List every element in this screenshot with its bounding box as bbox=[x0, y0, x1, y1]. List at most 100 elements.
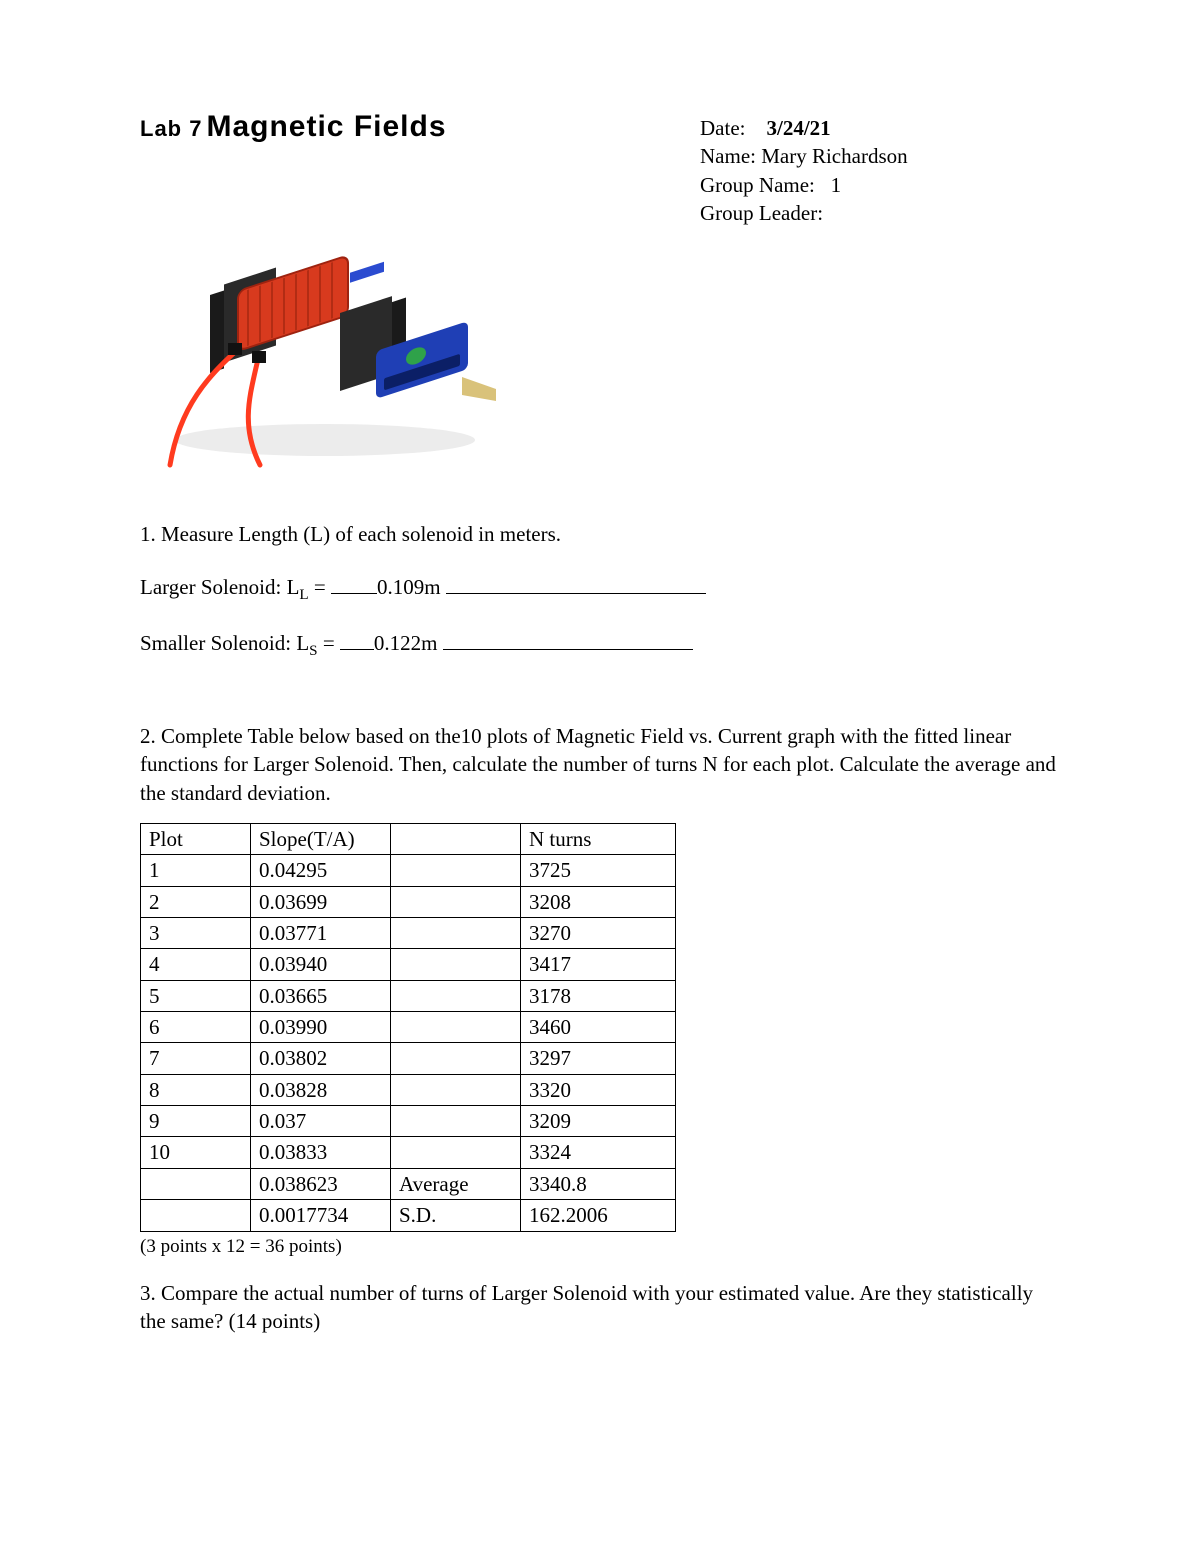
q1-larger: Larger Solenoid: LL = 0.109m bbox=[140, 571, 1060, 606]
cell: 3209 bbox=[521, 1106, 676, 1137]
q1-smaller-value: 0.122m bbox=[374, 631, 438, 655]
meta-date: Date: 3/24/21 bbox=[700, 114, 1060, 142]
cell: 6 bbox=[141, 1012, 251, 1043]
page: Lab 7 Magnetic Fields Date: 3/24/21 Name… bbox=[0, 0, 1200, 1553]
q1-smaller-blank-before bbox=[340, 627, 374, 650]
q1-smaller-eq: = bbox=[318, 631, 340, 655]
cell: 0.038623 bbox=[251, 1168, 391, 1199]
q3: 3. Compare the actual number of turns of… bbox=[140, 1279, 1060, 1336]
cell bbox=[391, 886, 521, 917]
cell: 3208 bbox=[521, 886, 676, 917]
q1-larger-label: Larger Solenoid: L bbox=[140, 575, 299, 599]
cell: 0.03833 bbox=[251, 1137, 391, 1168]
table-summary-row: 0.0017734S.D.162.2006 bbox=[141, 1200, 676, 1231]
cell: 3460 bbox=[521, 1012, 676, 1043]
q2-table: Plot Slope(T/A) N turns 10.04295372520.0… bbox=[140, 823, 676, 1231]
cell: 0.03771 bbox=[251, 918, 391, 949]
cell bbox=[391, 1074, 521, 1105]
name-label: Name: bbox=[700, 144, 756, 168]
q2: 2. Complete Table below based on the10 p… bbox=[140, 722, 1060, 1259]
q3-prompt: 3. Compare the actual number of turns of… bbox=[140, 1279, 1060, 1336]
cell: Average bbox=[391, 1168, 521, 1199]
q1-larger-blank-after bbox=[446, 571, 706, 594]
cell: 0.03990 bbox=[251, 1012, 391, 1043]
q1: 1. Measure Length (L) of each solenoid i… bbox=[140, 520, 1060, 662]
group-leader-label: Group Leader: bbox=[700, 201, 823, 225]
cell: 3 bbox=[141, 918, 251, 949]
date-label: Date: bbox=[700, 116, 745, 140]
cell: 3178 bbox=[521, 980, 676, 1011]
table-row: 100.03833 3324 bbox=[141, 1137, 676, 1168]
cell: 7 bbox=[141, 1043, 251, 1074]
col-blank bbox=[391, 824, 521, 855]
cell: 9 bbox=[141, 1106, 251, 1137]
q1-prompt: 1. Measure Length (L) of each solenoid i… bbox=[140, 520, 1060, 548]
cell bbox=[141, 1168, 251, 1199]
cell: 0.0017734 bbox=[251, 1200, 391, 1231]
cell bbox=[141, 1200, 251, 1231]
cell: 0.03699 bbox=[251, 886, 391, 917]
col-nturns: N turns bbox=[521, 824, 676, 855]
q2-prompt: 2. Complete Table below based on the10 p… bbox=[140, 722, 1060, 807]
lab-title: Magnetic Fields bbox=[206, 110, 446, 143]
cell: 3417 bbox=[521, 949, 676, 980]
cell: 3324 bbox=[521, 1137, 676, 1168]
cell: 3320 bbox=[521, 1074, 676, 1105]
title-block: Lab 7 Magnetic Fields bbox=[140, 110, 700, 144]
cell: 1 bbox=[141, 855, 251, 886]
cell bbox=[391, 1012, 521, 1043]
cell: 2 bbox=[141, 886, 251, 917]
solenoid-icon bbox=[140, 255, 500, 475]
cell: 3725 bbox=[521, 855, 676, 886]
table-row: 50.03665 3178 bbox=[141, 980, 676, 1011]
q1-smaller-blank-after bbox=[443, 627, 693, 650]
table-row: 20.03699 3208 bbox=[141, 886, 676, 917]
cell: 8 bbox=[141, 1074, 251, 1105]
q1-larger-value: 0.109m bbox=[377, 575, 441, 599]
cell: 0.03828 bbox=[251, 1074, 391, 1105]
cell: 5 bbox=[141, 980, 251, 1011]
group-name-label: Group Name: bbox=[700, 173, 815, 197]
meta-group-name: Group Name: 1 bbox=[700, 171, 1060, 199]
q2-caption: (3 points x 12 = 36 points) bbox=[140, 1234, 1060, 1260]
date-value: 3/24/21 bbox=[766, 116, 830, 140]
meta-group-leader: Group Leader: bbox=[700, 199, 1060, 227]
cell: 0.03940 bbox=[251, 949, 391, 980]
name-value: Mary Richardson bbox=[761, 144, 907, 168]
lab-label: Lab 7 bbox=[140, 116, 202, 141]
table-row: 90.037 3209 bbox=[141, 1106, 676, 1137]
cell: 10 bbox=[141, 1137, 251, 1168]
col-plot: Plot bbox=[141, 824, 251, 855]
cell bbox=[391, 1137, 521, 1168]
cell bbox=[391, 1106, 521, 1137]
q1-smaller: Smaller Solenoid: LS = 0.122m bbox=[140, 627, 1060, 662]
q1-smaller-sub: S bbox=[309, 644, 317, 660]
cell: 0.037 bbox=[251, 1106, 391, 1137]
q1-larger-eq: = bbox=[309, 575, 331, 599]
col-slope: Slope(T/A) bbox=[251, 824, 391, 855]
table-header-row: Plot Slope(T/A) N turns bbox=[141, 824, 676, 855]
table-row: 10.04295 3725 bbox=[141, 855, 676, 886]
cell bbox=[391, 918, 521, 949]
table-row: 60.03990 3460 bbox=[141, 1012, 676, 1043]
table-row: 40.039403417 bbox=[141, 949, 676, 980]
header-row: Lab 7 Magnetic Fields Date: 3/24/21 Name… bbox=[140, 110, 1060, 227]
table-row: 30.03771 3270 bbox=[141, 918, 676, 949]
table-body: 10.04295372520.03699320830.03771327040.0… bbox=[141, 855, 676, 1231]
apparatus-image bbox=[140, 255, 1060, 480]
cell: 0.03665 bbox=[251, 980, 391, 1011]
table-row: 80.03828 3320 bbox=[141, 1074, 676, 1105]
lab-title-text: Magnetic Fields bbox=[206, 110, 446, 143]
cell: S.D. bbox=[391, 1200, 521, 1231]
cell: 3297 bbox=[521, 1043, 676, 1074]
meta-block: Date: 3/24/21 Name: Mary Richardson Grou… bbox=[700, 110, 1060, 227]
meta-name: Name: Mary Richardson bbox=[700, 142, 1060, 170]
cell bbox=[391, 980, 521, 1011]
cell bbox=[391, 1043, 521, 1074]
table-row: 70.038023297 bbox=[141, 1043, 676, 1074]
cell: 0.04295 bbox=[251, 855, 391, 886]
cell bbox=[391, 949, 521, 980]
table-summary-row: 0.038623Average3340.8 bbox=[141, 1168, 676, 1199]
cell: 3340.8 bbox=[521, 1168, 676, 1199]
cell: 3270 bbox=[521, 918, 676, 949]
